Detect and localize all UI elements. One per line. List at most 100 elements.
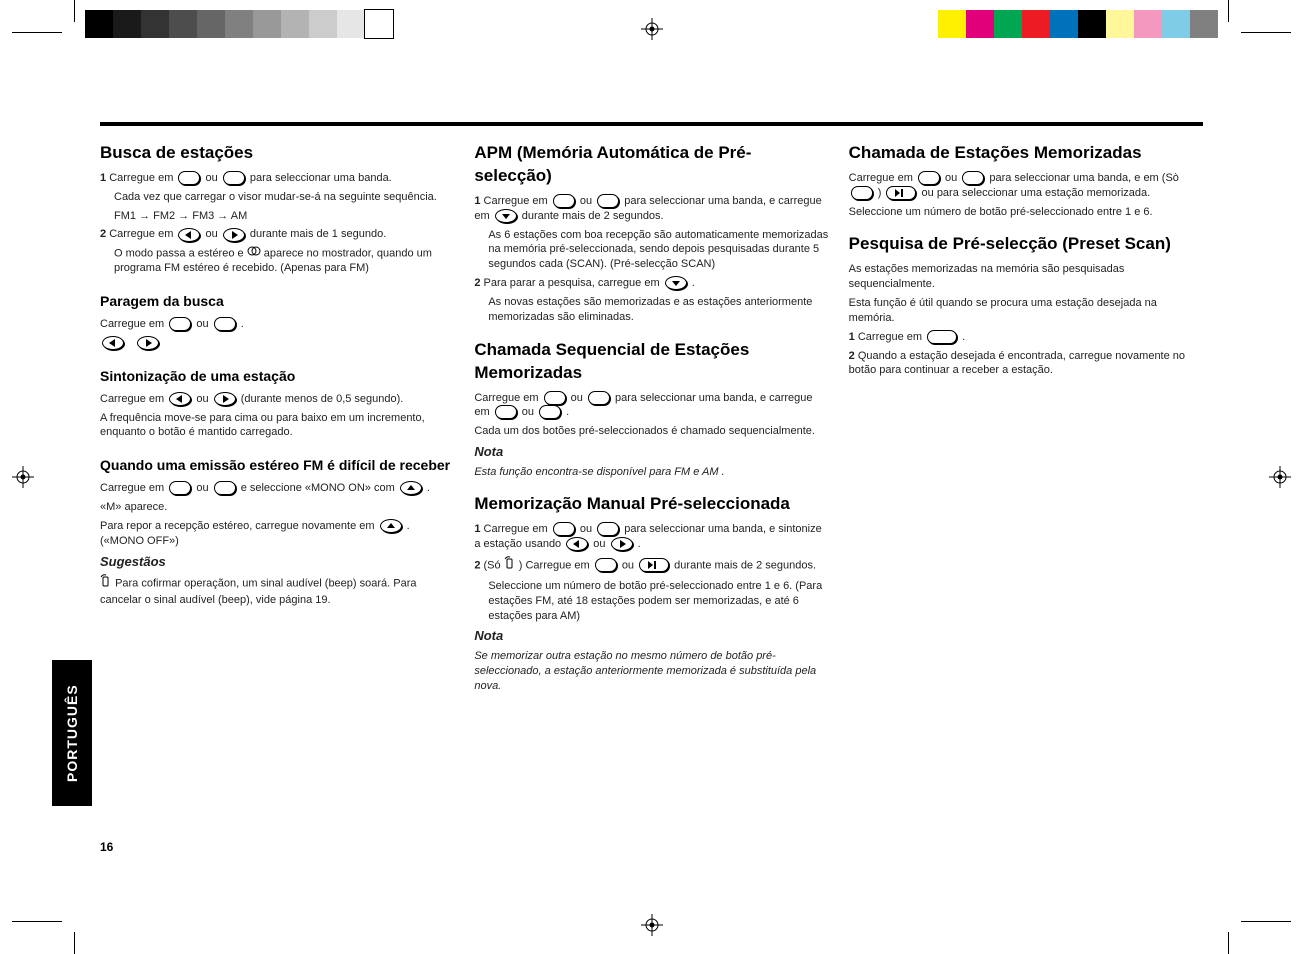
tips-heading: Sugestãos (100, 553, 454, 571)
button-icon (223, 171, 245, 185)
scan-button-icon (927, 330, 957, 344)
swatch (966, 10, 994, 38)
text: . (638, 538, 641, 550)
button-icon (553, 194, 575, 208)
step: 1 Carregue em . (849, 330, 1203, 345)
heading-scan: Pesquisa de Pré-selecção (Preset Scan) (849, 233, 1203, 256)
text: Seleccione um número de botão pré-selecc… (474, 579, 828, 624)
swatch (85, 10, 113, 38)
text: Para repor a recepção estéreo, carregue … (100, 520, 378, 532)
step: 2 Carregue em ou durante mais de 1 segun… (100, 227, 454, 242)
button-icon (544, 391, 566, 405)
text: Carregue em (849, 172, 916, 184)
text: Carregue em (484, 523, 551, 535)
text: Carregue em (100, 482, 167, 494)
text: durante mais de 1 segundo. (250, 228, 386, 240)
button-icon (214, 317, 236, 331)
button-icon (178, 171, 200, 185)
swatch (337, 10, 365, 38)
crop-mark (1228, 0, 1229, 22)
text: ou (522, 406, 537, 418)
text: Cada um dos botões pré-seleccionados é c… (474, 424, 828, 439)
text: para seleccionar uma estação memorizada. (937, 187, 1150, 199)
text: Carregue em (484, 195, 551, 207)
text: (Só (484, 559, 504, 571)
text: ) Carregue em (519, 559, 593, 571)
button-icon (597, 522, 619, 536)
swatch (1078, 10, 1106, 38)
registration-mark-icon (12, 466, 34, 488)
up-arrow-icon (400, 481, 422, 495)
button-icon (214, 481, 236, 495)
remote-icon (504, 556, 516, 575)
step: 2 Quando a estação desejada é encontrada… (849, 349, 1203, 379)
text: ou (580, 195, 595, 207)
step: 1 Carregue em ou para seleccionar uma ba… (474, 522, 828, 552)
text: . (962, 331, 965, 343)
down-arrow-icon (665, 276, 687, 290)
text: durante mais de 2 segundos. (522, 210, 664, 222)
page-content: Busca de estações 1 Carregue em ou para … (100, 128, 1203, 698)
registration-mark-icon (1269, 466, 1291, 488)
crop-mark (1228, 932, 1229, 954)
step: 2 Para parar a pesquisa, carregue em . (474, 276, 828, 291)
left-arrow-icon (169, 392, 191, 406)
button-icon (588, 391, 610, 405)
step: 1 Carregue em ou para seleccionar uma ba… (474, 194, 828, 224)
swatch (197, 10, 225, 38)
swatch (365, 10, 393, 38)
crop-mark (1241, 921, 1291, 922)
right-arrow-icon (223, 228, 245, 242)
up-arrow-icon (380, 519, 402, 533)
text: ou (945, 172, 960, 184)
button-icon (918, 171, 940, 185)
swatch (169, 10, 197, 38)
step (100, 336, 454, 351)
swatch (938, 10, 966, 38)
heading-seq: Chamada Sequencial de Estações Memorizad… (474, 339, 828, 385)
swatch (1134, 10, 1162, 38)
swatch (141, 10, 169, 38)
text: ou (571, 392, 586, 404)
column-1: Busca de estações 1 Carregue em ou para … (100, 128, 454, 698)
text: ou (622, 559, 637, 571)
button-icon (495, 405, 517, 419)
text: Carregue em (109, 228, 176, 240)
button-icon (553, 522, 575, 536)
text: Quando a estação desejada é encontrada, … (849, 350, 1185, 377)
right-arrow-icon (137, 336, 159, 350)
text: . (566, 406, 569, 418)
text: durante mais de 2 segundos. (674, 559, 816, 571)
text: para seleccionar uma banda. (250, 172, 392, 184)
registration-mark-icon (641, 914, 663, 936)
right-arrow-icon (611, 537, 633, 551)
step: Carregue em ou para seleccionar uma band… (474, 391, 828, 421)
button-icon (597, 194, 619, 208)
text: O modo passa a estéreo e (114, 248, 247, 260)
swatch (281, 10, 309, 38)
text: ou (196, 318, 211, 330)
swatch (225, 10, 253, 38)
heading-mono: Quando uma emissão estéreo FM é difícil … (100, 456, 454, 475)
skip-forward-icon (639, 558, 669, 572)
step: Para repor a recepção estéreo, carregue … (100, 519, 454, 549)
text: ou (580, 523, 595, 535)
crop-mark (1241, 32, 1291, 33)
text: ou (922, 187, 937, 199)
button-icon (595, 558, 617, 572)
text: Esta função é útil quando se procura uma… (849, 296, 1203, 326)
text: As 6 estações com boa recepção são autom… (474, 228, 828, 273)
text: para seleccionar uma banda, e em (Sò (989, 172, 1179, 184)
crop-mark (12, 921, 62, 922)
step: 2 (Só ) Carregue em ou durante mais de 2… (474, 556, 828, 575)
page-number: 16 (100, 840, 113, 854)
text: Para parar a pesquisa, carregue em (484, 277, 663, 289)
step: 1 Carregue em ou para seleccionar uma ba… (100, 171, 454, 186)
swatch (309, 10, 337, 38)
right-arrow-icon (214, 392, 236, 406)
swatch (994, 10, 1022, 38)
text: Carregue em (474, 392, 541, 404)
button-icon (851, 186, 873, 200)
text: e AM (693, 466, 721, 478)
text: . (241, 318, 244, 330)
